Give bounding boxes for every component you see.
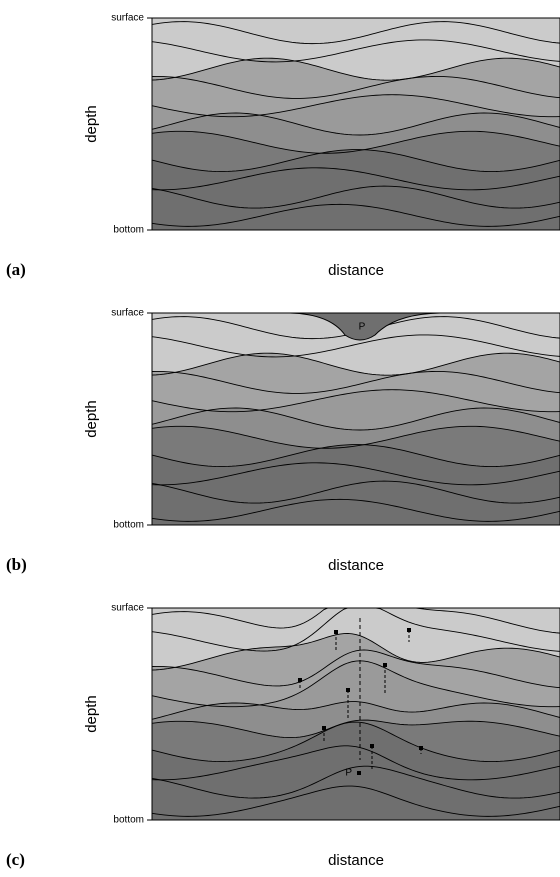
layer-boundary bbox=[151, 57, 560, 81]
y-bottom-label: bottom bbox=[113, 520, 144, 531]
layer bbox=[152, 426, 560, 467]
layer-boundary bbox=[151, 785, 560, 817]
layer-boundary bbox=[151, 701, 560, 720]
marker-label: P bbox=[359, 322, 366, 333]
layer bbox=[152, 94, 560, 135]
y-top-label: surface bbox=[111, 13, 144, 24]
layer-boundary bbox=[151, 480, 560, 504]
layer bbox=[152, 608, 560, 652]
x-axis-label: distance bbox=[328, 557, 384, 574]
layer-boundary bbox=[151, 660, 560, 708]
sample-point bbox=[383, 663, 387, 667]
layer bbox=[152, 745, 560, 799]
layer bbox=[152, 334, 560, 376]
y-bottom-label: bottom bbox=[113, 815, 144, 826]
sample-point bbox=[322, 726, 326, 730]
y-axis-label: depth bbox=[83, 695, 100, 733]
sample-point bbox=[407, 628, 411, 632]
layer bbox=[152, 113, 560, 154]
layer-boundary bbox=[151, 462, 560, 486]
layer bbox=[152, 608, 560, 634]
layer bbox=[152, 186, 560, 227]
sample-point bbox=[357, 771, 361, 775]
layer bbox=[152, 204, 560, 230]
panel-label: (b) bbox=[6, 555, 27, 574]
x-axis-label: distance bbox=[328, 852, 384, 869]
panel-label: (c) bbox=[6, 850, 25, 869]
y-top-label: surface bbox=[111, 603, 144, 614]
layer-boundary bbox=[151, 130, 560, 154]
layer-boundary bbox=[151, 21, 560, 45]
layer-boundary bbox=[151, 765, 560, 799]
sample-point bbox=[334, 630, 338, 634]
layer bbox=[152, 39, 560, 81]
layer-boundary bbox=[151, 389, 560, 413]
layer bbox=[152, 131, 560, 172]
layer-boundary bbox=[151, 649, 560, 689]
layer-boundary bbox=[151, 721, 560, 762]
y-axis-label: depth bbox=[83, 105, 100, 143]
marker-label: P bbox=[345, 768, 352, 779]
layer bbox=[152, 371, 560, 412]
layer bbox=[152, 408, 560, 449]
layer bbox=[152, 353, 560, 394]
layer-boundary bbox=[151, 498, 560, 522]
layer bbox=[152, 786, 560, 820]
layer-boundary bbox=[151, 149, 560, 173]
sample-point bbox=[298, 678, 302, 682]
layer bbox=[152, 766, 560, 817]
plot-frame bbox=[151, 17, 560, 231]
y-top-label: surface bbox=[111, 308, 144, 319]
sample-point bbox=[419, 746, 423, 750]
layer bbox=[152, 481, 560, 522]
layer bbox=[152, 722, 560, 780]
layer bbox=[152, 18, 560, 44]
layer-boundary bbox=[151, 75, 560, 99]
y-axis-label: depth bbox=[83, 400, 100, 438]
layer bbox=[152, 633, 560, 688]
layer-boundary bbox=[151, 203, 560, 227]
x-axis-label: distance bbox=[328, 262, 384, 279]
layer-boundary bbox=[151, 745, 560, 781]
layer bbox=[152, 76, 560, 117]
layer-boundary bbox=[151, 185, 560, 209]
layer bbox=[152, 58, 560, 99]
layer bbox=[152, 167, 560, 209]
layer-boundary bbox=[151, 407, 560, 431]
layer bbox=[152, 389, 560, 430]
y-bottom-label: bottom bbox=[113, 225, 144, 236]
layer-boundary bbox=[151, 444, 560, 468]
layer bbox=[152, 149, 560, 190]
layer bbox=[152, 701, 560, 738]
layer-boundary bbox=[151, 370, 560, 394]
layer bbox=[152, 720, 560, 762]
plot-frame bbox=[151, 607, 560, 821]
layer-boundary bbox=[151, 334, 560, 358]
layer bbox=[152, 21, 560, 62]
sample-point bbox=[346, 688, 350, 692]
layer bbox=[152, 462, 560, 504]
layer-boundary bbox=[151, 39, 560, 63]
highlight-region bbox=[289, 312, 441, 341]
panel-label: (a) bbox=[6, 260, 26, 279]
layer bbox=[152, 608, 560, 671]
panel: surface bottom depth distance (a) bbox=[6, 13, 560, 279]
layer-boundary bbox=[151, 167, 560, 191]
layer-boundary bbox=[151, 112, 560, 136]
layer-boundary bbox=[151, 719, 560, 739]
layer-boundary bbox=[151, 352, 560, 376]
layer-boundary bbox=[151, 633, 560, 671]
layer-boundary bbox=[151, 94, 560, 118]
layer bbox=[152, 444, 560, 485]
layer-boundary bbox=[151, 425, 560, 449]
layer bbox=[152, 499, 560, 525]
sample-point bbox=[370, 744, 374, 748]
